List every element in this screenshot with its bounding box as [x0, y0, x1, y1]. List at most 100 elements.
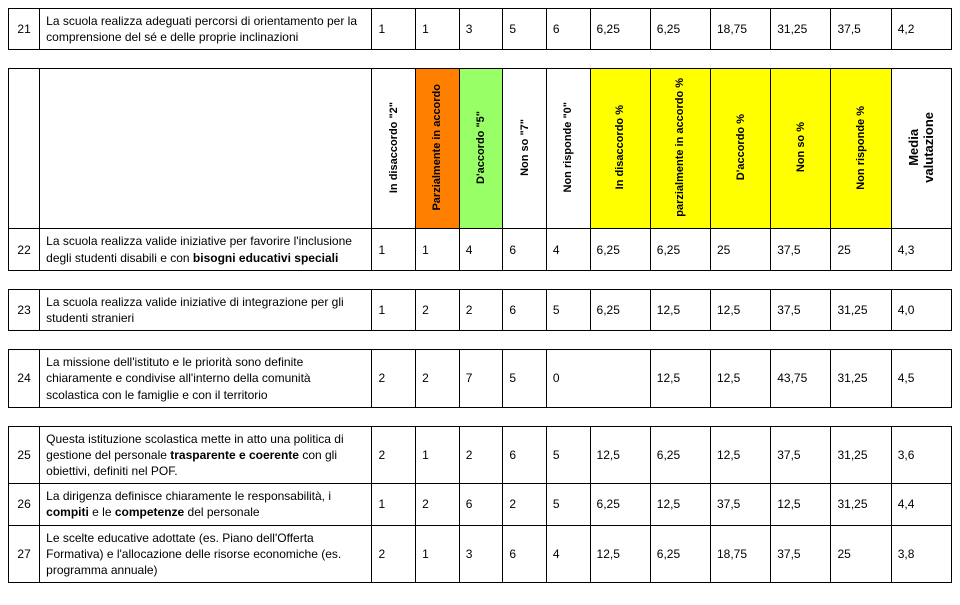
cell: 4,4 — [891, 484, 951, 525]
cell: 1 — [372, 9, 416, 50]
header-blank — [9, 69, 40, 229]
cell: 1 — [372, 229, 416, 270]
header-daccordo-pct: D'accordo % — [711, 69, 771, 229]
table-row: 25 Questa istituzione scolastica mette i… — [9, 426, 952, 484]
cell: 3 — [459, 9, 503, 50]
cell: 6,25 — [650, 426, 710, 484]
header-row: In disaccordo "2" Parzialmente in accord… — [9, 69, 952, 229]
cell: 18,75 — [711, 525, 771, 583]
cell: 3 — [459, 525, 503, 583]
table-row: 24 La missione dell'istituto e le priori… — [9, 350, 952, 408]
table-row21: 21 La scuola realizza adeguati percorsi … — [8, 8, 952, 50]
cell: 2 — [416, 484, 460, 525]
cell: 37,5 — [771, 289, 831, 330]
cell: 4 — [459, 229, 503, 270]
cell: 3,8 — [891, 525, 951, 583]
cell: 6 — [546, 9, 590, 50]
cell: 1 — [416, 525, 460, 583]
cell: 4,3 — [891, 229, 951, 270]
row-number: 24 — [9, 350, 40, 408]
table-header-row22: In disaccordo "2" Parzialmente in accord… — [8, 68, 952, 270]
row-description: Le scelte educative adottate (es. Piano … — [40, 525, 372, 583]
header-nonso: Non so "7" — [503, 69, 547, 229]
header-daccordo: D'accordo "5" — [459, 69, 503, 229]
row-number: 23 — [9, 289, 40, 330]
cell: 43,75 — [771, 350, 831, 408]
cell: 18,75 — [711, 9, 771, 50]
cell: 6 — [459, 484, 503, 525]
table-row23: 23 La scuola realizza valide iniziative … — [8, 289, 952, 331]
cell: 2 — [372, 350, 416, 408]
row-number: 22 — [9, 229, 40, 270]
cell: 1 — [416, 426, 460, 484]
table-row: 27 Le scelte educative adottate (es. Pia… — [9, 525, 952, 583]
table-row25-27: 25 Questa istituzione scolastica mette i… — [8, 426, 952, 584]
cell: 0 — [546, 350, 590, 408]
header-disaccordo: In disaccordo "2" — [372, 69, 416, 229]
cell: 6,25 — [590, 484, 650, 525]
row-description: La scuola realizza adeguati percorsi di … — [40, 9, 372, 50]
row-description: Questa istituzione scolastica mette in a… — [40, 426, 372, 484]
row-description: La missione dell'istituto e le priorità … — [40, 350, 372, 408]
cell: 31,25 — [831, 289, 891, 330]
row-number: 21 — [9, 9, 40, 50]
cell: 1 — [372, 289, 416, 330]
header-nonrisponde-pct: Non risponde % — [831, 69, 891, 229]
cell: 37,5 — [771, 426, 831, 484]
cell: 12,5 — [590, 525, 650, 583]
cell: 12,5 — [650, 484, 710, 525]
row-number: 26 — [9, 484, 40, 525]
cell: 4 — [546, 525, 590, 583]
table-row: 21 La scuola realizza adeguati percorsi … — [9, 9, 952, 50]
header-media: Mediavalutazione — [891, 69, 951, 229]
cell: 37,5 — [711, 484, 771, 525]
cell: 1 — [416, 229, 460, 270]
cell: 6 — [503, 426, 547, 484]
row-description: La scuola realizza valide iniziative di … — [40, 289, 372, 330]
cell: 37,5 — [771, 229, 831, 270]
cell: 6,25 — [650, 9, 710, 50]
cell: 31,25 — [831, 426, 891, 484]
cell: 6 — [503, 289, 547, 330]
cell: 6,25 — [650, 525, 710, 583]
header-parzialmente: Parzialmente in accordo — [416, 69, 460, 229]
cell: 25 — [831, 229, 891, 270]
cell: 2 — [416, 289, 460, 330]
cell: 12,5 — [771, 484, 831, 525]
cell: 12,5 — [650, 350, 710, 408]
cell: 5 — [503, 9, 547, 50]
cell-empty — [590, 350, 650, 408]
cell: 4 — [546, 229, 590, 270]
header-nonso-pct: Non so % — [771, 69, 831, 229]
header-parzialmente-pct: parzialmente in accordo % — [650, 69, 710, 229]
cell: 2 — [503, 484, 547, 525]
row-number: 27 — [9, 525, 40, 583]
table-row24: 24 La missione dell'istituto e le priori… — [8, 349, 952, 408]
cell: 7 — [459, 350, 503, 408]
row-description: La scuola realizza valide iniziative per… — [40, 229, 372, 270]
cell: 5 — [546, 484, 590, 525]
cell: 2 — [372, 525, 416, 583]
cell: 6 — [503, 229, 547, 270]
cell: 2 — [459, 426, 503, 484]
cell: 6,25 — [650, 229, 710, 270]
cell: 5 — [546, 289, 590, 330]
cell: 31,25 — [831, 484, 891, 525]
cell: 2 — [416, 350, 460, 408]
cell: 12,5 — [711, 289, 771, 330]
cell: 6,25 — [590, 229, 650, 270]
cell: 2 — [372, 426, 416, 484]
cell: 5 — [546, 426, 590, 484]
cell: 4,5 — [891, 350, 951, 408]
header-disaccordo-pct: In disaccordo % — [590, 69, 650, 229]
cell: 3,6 — [891, 426, 951, 484]
header-nonrisponde: Non risponde "0" — [546, 69, 590, 229]
row-description: La dirigenza definisce chiaramente le re… — [40, 484, 372, 525]
table-row: 23 La scuola realizza valide iniziative … — [9, 289, 952, 330]
cell: 2 — [459, 289, 503, 330]
cell: 37,5 — [771, 525, 831, 583]
cell: 4,0 — [891, 289, 951, 330]
cell: 25 — [831, 525, 891, 583]
cell: 37,5 — [831, 9, 891, 50]
cell: 4,2 — [891, 9, 951, 50]
